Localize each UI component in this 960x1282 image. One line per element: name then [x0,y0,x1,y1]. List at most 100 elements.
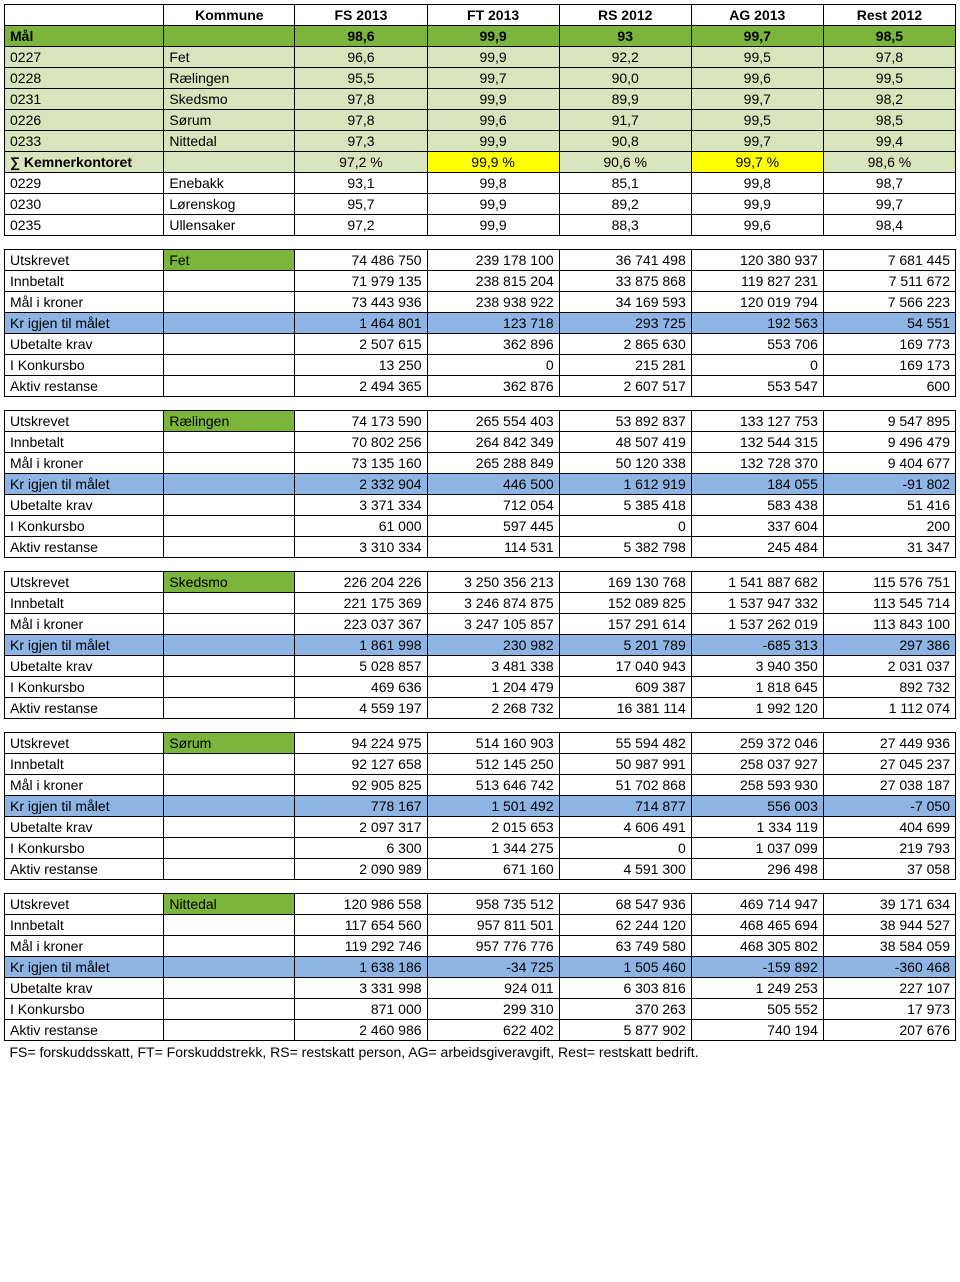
block-value: 597 445 [427,516,559,537]
header-cell: Kommune [164,5,295,26]
block-value: 957 811 501 [427,915,559,936]
block-value: 1 334 119 [691,817,823,838]
spacer-row [5,397,956,411]
muni-code: 0226 [5,110,164,131]
muni-name: Nittedal [164,131,295,152]
header-row: KommuneFS 2013FT 2013RS 2012AG 2013Rest … [5,5,956,26]
block-value: 5 028 857 [295,656,427,677]
extra-code: 0230 [5,194,164,215]
row-label: I Konkursbo [5,516,164,537]
spacer-row [5,236,956,250]
block-value: 714 877 [559,796,691,817]
muni-value: 99,5 [823,68,955,89]
block-value: 9 496 479 [823,432,955,453]
extra-name: Enebakk [164,173,295,194]
row-label: Aktiv restanse [5,859,164,880]
row-label: Mål i kroner [5,453,164,474]
muni-value: 99,6 [427,110,559,131]
block-value: 1 249 253 [691,978,823,999]
block-value: 4 559 197 [295,698,427,719]
kemner-value: 90,6 % [559,152,691,173]
block-value: 113 545 714 [823,593,955,614]
block-value: 5 201 789 [559,635,691,656]
block-value: 38 944 527 [823,915,955,936]
block-value: 265 288 849 [427,453,559,474]
extra-value: 88,3 [559,215,691,236]
kemner-value: 98,6 % [823,152,955,173]
block-value: 2 268 732 [427,698,559,719]
block-row: UtskrevetNittedal120 986 558958 735 5126… [5,894,956,915]
kemner-value: 97,2 % [295,152,427,173]
block-value: 73 443 936 [295,292,427,313]
muni-code: 0233 [5,131,164,152]
mal-value: 99,9 [427,26,559,47]
block-row: Aktiv restanse4 559 1972 268 73216 381 1… [5,698,956,719]
extra-value: 99,7 [823,194,955,215]
block-value: 892 732 [823,677,955,698]
block-value: 6 300 [295,838,427,859]
muni-value: 89,9 [559,89,691,110]
block-value: 169 130 768 [559,572,691,593]
muni-name: Rælingen [164,68,295,89]
block-row: I Konkursbo6 3001 344 27501 037 099219 7… [5,838,956,859]
header-cell: FS 2013 [295,5,427,26]
block-value: 957 776 776 [427,936,559,957]
block-value: 62 244 120 [559,915,691,936]
block-row: Kr igjen til målet1 464 801123 718293 72… [5,313,956,334]
block-row: UtskrevetSkedsmo226 204 2263 250 356 213… [5,572,956,593]
block-value: 207 676 [823,1020,955,1041]
block-value: 3 481 338 [427,656,559,677]
block-value: 31 347 [823,537,955,558]
row-label: Utskrevet [5,733,164,754]
block-value: 7 681 445 [823,250,955,271]
mal-value: 93 [559,26,691,47]
block-row: UtskrevetRælingen74 173 590265 554 40353… [5,411,956,432]
block-value: 245 484 [691,537,823,558]
row-label: Mål i kroner [5,936,164,957]
block-row: Mål i kroner223 037 3673 247 105 857157 … [5,614,956,635]
block-value: 2 460 986 [295,1020,427,1041]
block-value: 157 291 614 [559,614,691,635]
extra-value: 99,8 [427,173,559,194]
muni-value: 99,5 [691,47,823,68]
block-value: 27 449 936 [823,733,955,754]
block-value: 2 031 037 [823,656,955,677]
muni-value: 97,8 [295,110,427,131]
block-row: I Konkursbo13 2500215 2810169 173 [5,355,956,376]
extra-value: 99,9 [427,194,559,215]
block-value: 924 011 [427,978,559,999]
block-value: 2 097 317 [295,817,427,838]
block-value: 404 699 [823,817,955,838]
block-value: 230 982 [427,635,559,656]
block-value: 3 940 350 [691,656,823,677]
block-value: 671 160 [427,859,559,880]
block-value: 4 606 491 [559,817,691,838]
block-value: 17 973 [823,999,955,1020]
extra-row: 0235Ullensaker97,299,988,399,698,4 [5,215,956,236]
mal-value: 98,5 [823,26,955,47]
block-row: Mål i kroner92 905 825513 646 74251 702 … [5,775,956,796]
extra-value: 98,7 [823,173,955,194]
block-value: 123 718 [427,313,559,334]
header-cell: RS 2012 [559,5,691,26]
row-label: Mål i kroner [5,292,164,313]
block-value: 9 404 677 [823,453,955,474]
block-value: 132 728 370 [691,453,823,474]
block-value: 1 344 275 [427,838,559,859]
block-row: Aktiv restanse2 494 365362 8762 607 5175… [5,376,956,397]
muni-name: Fet [164,47,295,68]
block-value: 238 815 204 [427,271,559,292]
block-value: 258 037 927 [691,754,823,775]
block-value: 468 305 802 [691,936,823,957]
block-value: 238 938 922 [427,292,559,313]
block-value: 1 537 947 332 [691,593,823,614]
block-value: 712 054 [427,495,559,516]
block-value: 2 015 653 [427,817,559,838]
muni-value: 99,7 [691,89,823,110]
block-value: 553 547 [691,376,823,397]
block-value: 4 591 300 [559,859,691,880]
muni-value: 90,8 [559,131,691,152]
muni-value: 99,9 [427,89,559,110]
block-value: 184 055 [691,474,823,495]
block-value: 192 563 [691,313,823,334]
